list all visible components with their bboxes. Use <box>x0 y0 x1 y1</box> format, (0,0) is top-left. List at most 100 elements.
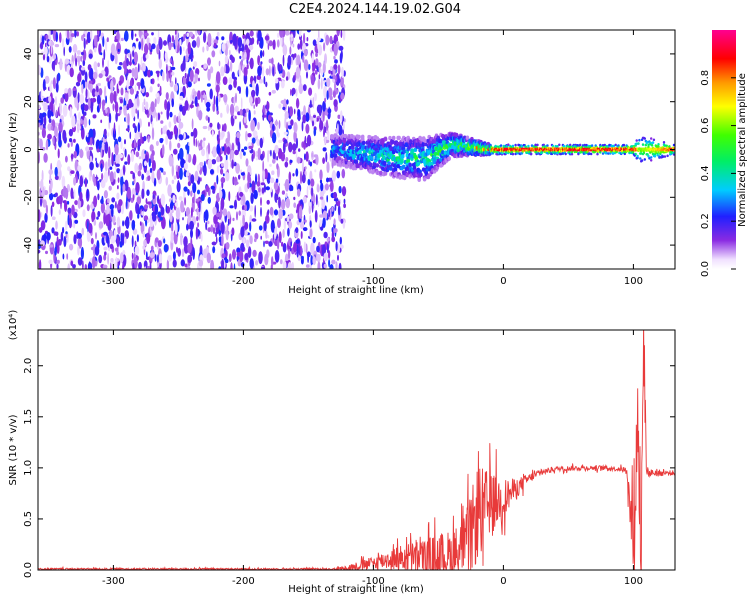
spectrogram-cell <box>193 127 198 139</box>
spectrogram-cell <box>205 221 208 231</box>
spectrogram-cell <box>92 71 98 80</box>
x-tick-label: -300 <box>102 576 125 587</box>
spectrogram-cell <box>304 135 307 145</box>
spectrogram-cell <box>195 226 199 240</box>
spectrogram-cell <box>235 92 237 104</box>
spectrogram-cell <box>326 195 329 203</box>
spectrogram-cell <box>179 95 184 101</box>
spectrogram-cell <box>295 227 299 234</box>
spectrogram-cell <box>333 43 338 57</box>
spectrogram-cell <box>642 151 646 155</box>
spectrogram-cell <box>172 251 176 261</box>
spectrogram-cell <box>136 96 140 107</box>
spectrogram-cell <box>243 238 246 244</box>
spectrogram-cell <box>56 259 60 264</box>
spectrogram-cell <box>93 47 97 53</box>
spectrogram-cell <box>284 111 289 120</box>
spectrogram-cell <box>203 63 208 70</box>
spectrogram-cell <box>317 78 321 90</box>
spectrogram-cell <box>121 232 125 246</box>
spectrogram-cell <box>67 207 72 214</box>
spectrogram-cell <box>246 239 250 248</box>
spectrogram-cell <box>190 190 193 197</box>
spectrogram-cell <box>323 263 327 269</box>
spectrogram-cell <box>100 147 103 158</box>
spectrogram-cell <box>316 184 320 193</box>
spectrogram-cell <box>567 147 569 152</box>
spectrogram-cell <box>307 252 309 264</box>
spectrogram-cell <box>126 186 131 199</box>
spectrogram-cell <box>198 200 201 213</box>
spectrogram-cell <box>257 121 260 131</box>
spectrogram-cell <box>326 237 330 242</box>
spectrogram-cell <box>125 73 128 81</box>
x-tick-label: -300 <box>102 276 125 287</box>
spectrogram-cell <box>240 200 243 205</box>
spectrogram-cell <box>290 119 294 126</box>
spectrogram-cell <box>70 170 75 175</box>
spectrogram-cell <box>90 168 92 178</box>
spectrogram-cell <box>239 108 243 116</box>
spectrogram-cell <box>231 142 235 152</box>
spectrogram-cell <box>137 63 140 73</box>
spectrogram-cell <box>324 53 327 65</box>
spectrogram-cell <box>211 50 216 58</box>
spectrogram-cell <box>93 177 97 187</box>
spectrogram-cell <box>263 183 266 193</box>
spectrogram-cell <box>196 36 201 48</box>
spectrogram-cell <box>372 151 377 156</box>
spectrogram-cell <box>509 145 513 149</box>
spectrogram-cell <box>119 98 123 104</box>
spectrogram-cell <box>218 94 221 103</box>
spectrogram-cell <box>337 200 341 207</box>
spectrogram-cell <box>260 182 265 186</box>
spectrogram-cell <box>642 147 644 152</box>
spectrogram-cell <box>54 192 58 197</box>
spectrogram-cell <box>263 76 266 85</box>
spectrogram-cell <box>53 103 55 116</box>
spectrogram-cell <box>120 175 124 189</box>
spectrogram-cell <box>187 153 192 163</box>
spectrogram-cell <box>569 147 571 152</box>
spectrogram-cell <box>234 199 237 210</box>
spectrogram-cell <box>622 143 626 147</box>
spectrogram-cell <box>41 127 47 139</box>
spectrogram-cell <box>334 204 337 211</box>
spectrogram-cell <box>411 148 415 153</box>
spectrogram-cell <box>326 90 329 100</box>
spectrogram-cell <box>307 178 311 186</box>
y-tick-label: 2.0 <box>23 358 34 374</box>
spectrogram-cell <box>178 121 184 129</box>
spectrogram-cell <box>104 66 109 77</box>
spectrogram-cell <box>653 154 657 158</box>
spectrogram-cell <box>268 91 272 96</box>
spectrogram-cell <box>45 250 48 255</box>
spectrogram-cell <box>73 176 77 186</box>
spectrogram-cell <box>609 147 611 152</box>
spectrogram-cell <box>311 120 315 127</box>
spectrogram-cell <box>234 115 237 120</box>
colorbar-gradient <box>712 30 736 269</box>
spectrogram-cell <box>116 168 121 174</box>
spectrogram-cell <box>537 147 539 152</box>
spectrogram-cell <box>635 147 637 152</box>
spectrogram-cell <box>636 156 639 160</box>
spectrogram-cell <box>146 232 151 245</box>
spectrogram-cell <box>110 258 114 263</box>
spectrogram-cell <box>151 150 155 157</box>
spectrogram-cell <box>127 49 130 53</box>
spectrogram-cell <box>180 232 183 246</box>
colorbar: 0.0 0.2 0.4 0.6 0.8 Normalized spectral ampl… <box>700 30 748 277</box>
spectrogram-cell <box>248 96 253 104</box>
spectrogram-cell <box>255 97 258 107</box>
spectrogram-cell <box>238 210 241 216</box>
spectrogram-cell <box>258 78 264 84</box>
spectrogram-cell <box>293 196 296 201</box>
spectrogram-cell <box>229 61 233 72</box>
spectrogram-cell <box>601 152 605 155</box>
spectrogram-cell <box>206 83 211 87</box>
spectrogram-cell <box>666 154 669 158</box>
spectrogram-cell <box>272 123 275 132</box>
spectrogram-cell <box>341 66 344 78</box>
